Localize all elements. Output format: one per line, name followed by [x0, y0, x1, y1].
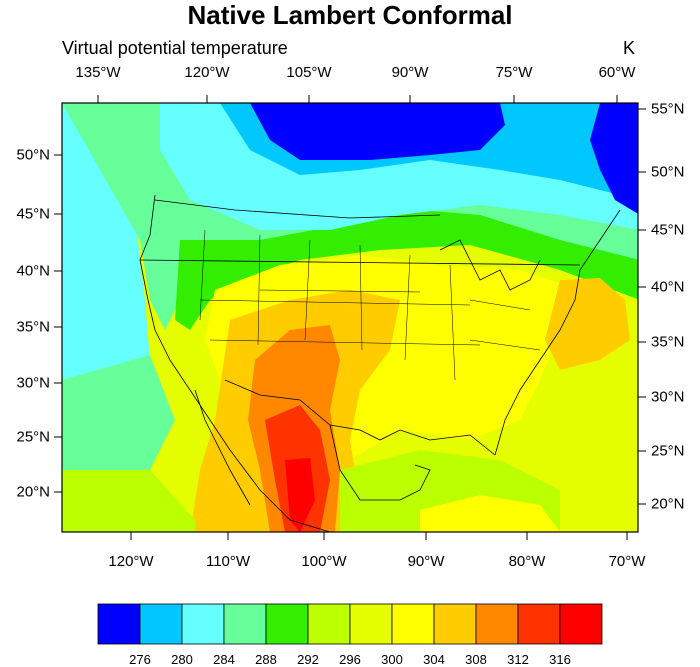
left-lat-label: 35°N: [16, 318, 50, 336]
colorbar-swatch: [139, 603, 183, 645]
right-lat-label: 40°N: [651, 278, 685, 296]
colorbar-label: 296: [339, 652, 361, 667]
temperature-field: [62, 103, 638, 532]
bottom-lon-label: 90°W: [407, 553, 445, 570]
tick-marks: [54, 95, 646, 540]
left-lat-label: 45°N: [16, 205, 50, 223]
colorbar-swatch: [349, 603, 393, 645]
colorbar-swatch: [181, 603, 225, 645]
units-title: K: [623, 38, 636, 58]
bottom-lon-label: 70°W: [608, 553, 646, 570]
colorbar-swatch: [433, 603, 477, 645]
colorbar-label: 276: [129, 652, 151, 667]
bottom-lon-label: 100°W: [301, 553, 347, 570]
top-lon-label: 135°W: [75, 64, 121, 81]
map-frame: [61, 102, 639, 533]
colorbar-label: 308: [465, 652, 487, 667]
left-lat-label: 40°N: [16, 262, 50, 280]
variable-title: Virtual potential temperature: [62, 38, 288, 58]
top-lon-label: 75°W: [495, 64, 533, 81]
colorbar-label: 284: [213, 652, 235, 667]
colorbar-swatch: [475, 603, 519, 645]
field-caribbean: [420, 495, 560, 532]
colorbar-label: 316: [549, 652, 571, 667]
colorbar-swatch: [223, 603, 267, 645]
colorbar-swatch: [307, 603, 351, 645]
bottom-lon-label: 120°W: [108, 553, 154, 570]
bottom-lon-label: 80°W: [508, 553, 546, 570]
colorbar-swatch: [97, 603, 141, 645]
top-lon-label: 120°W: [184, 64, 230, 81]
field-green-band: [175, 210, 638, 330]
colorbar-label: 280: [171, 652, 193, 667]
colorbar-label: 304: [423, 652, 445, 667]
left-lat-label: 50°N: [16, 146, 50, 164]
right-lat-label: 25°N: [651, 442, 685, 460]
colorbar-swatch: [391, 603, 435, 645]
colorbar-swatch: [265, 603, 309, 645]
field-deepblue-northeast: [590, 103, 638, 214]
right-lat-label: 30°N: [651, 388, 685, 406]
left-lat-label: 25°N: [16, 428, 50, 446]
colorbar: [97, 603, 603, 645]
coastlines: [139, 194, 621, 532]
left-lat-label: 30°N: [16, 374, 50, 392]
field-atlantic-warm: [545, 278, 630, 370]
right-lat-label: 35°N: [651, 333, 685, 351]
colorbar-label: 312: [507, 652, 529, 667]
colorbar-label: 288: [255, 652, 277, 667]
colorbar-label: 292: [297, 652, 319, 667]
right-lat-label: 20°N: [651, 495, 685, 513]
colorbar-swatch: [559, 603, 603, 645]
top-lon-label: 105°W: [286, 64, 332, 81]
left-lat-label: 20°N: [16, 483, 50, 501]
right-lat-label: 50°N: [651, 163, 685, 181]
field-west-coast: [62, 355, 175, 470]
colorbar-label: 300: [381, 652, 403, 667]
colorbar-swatch: [517, 603, 561, 645]
right-lat-label: 55°N: [651, 100, 685, 118]
top-lon-label: 60°W: [598, 64, 636, 81]
field-mexico-max: [285, 458, 315, 532]
map-title: Native Lambert Conformal: [187, 0, 513, 30]
top-lon-label: 90°W: [391, 64, 429, 81]
state-borders: [199, 229, 541, 381]
right-lat-label: 45°N: [651, 221, 685, 239]
field-deepblue-north: [250, 103, 505, 160]
field-south-pacific: [62, 470, 195, 532]
bottom-lon-label: 110°W: [205, 553, 251, 570]
